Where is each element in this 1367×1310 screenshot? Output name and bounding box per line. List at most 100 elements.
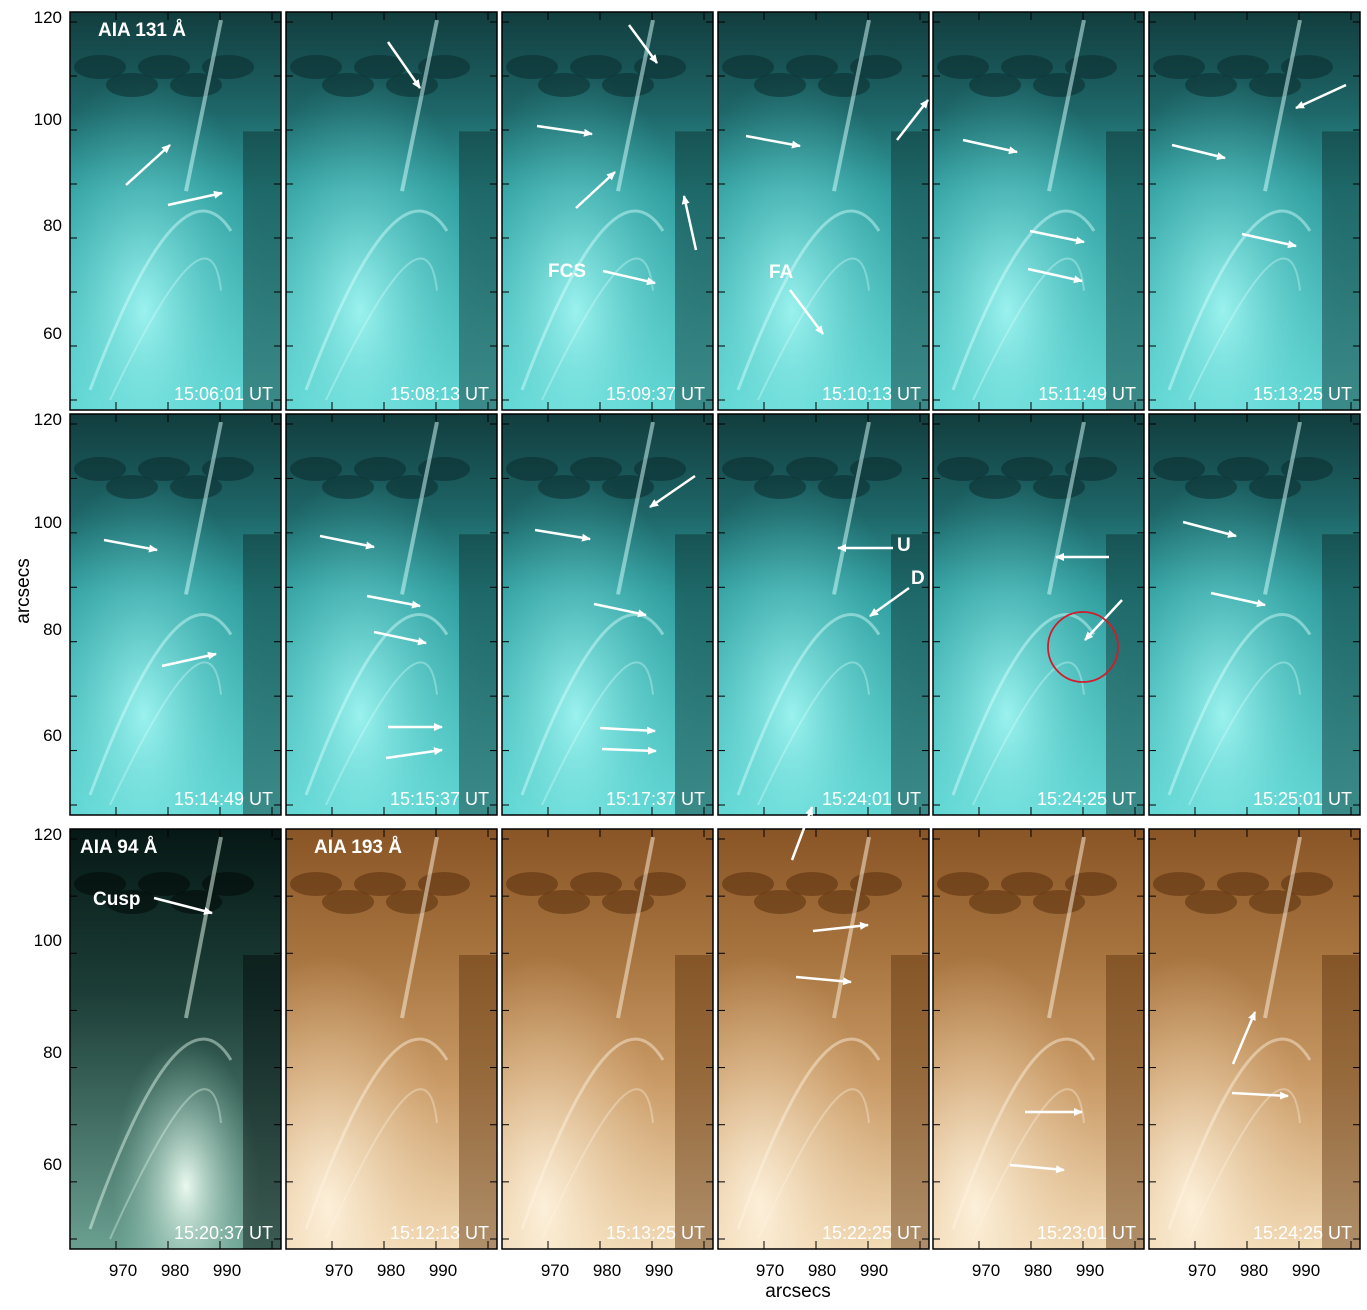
xtick-label: 970	[755, 1261, 785, 1280]
image-panel: 15:15:37 UT	[285, 413, 498, 816]
annotation-arrow	[789, 289, 824, 335]
annotation-arrow	[1027, 267, 1083, 284]
image-panel: 15:17:37 UT	[501, 413, 714, 816]
panel-timestamp: 15:08:13 UT	[390, 384, 489, 404]
annotation-arrow	[373, 630, 427, 646]
xtick-label: 970	[108, 1261, 138, 1280]
image-panel: 15:23:01 UT	[932, 828, 1145, 1250]
xtick-label: 970	[1187, 1261, 1217, 1280]
feature-label: D	[911, 568, 925, 589]
ytick-label: 60	[43, 324, 62, 343]
ytick-label: 80	[43, 620, 62, 639]
panel-timestamp: 15:24:25 UT	[1253, 1223, 1352, 1243]
annotation-arrow	[745, 134, 801, 149]
image-panel: 15:20:37 UT AIA 94 Å	[69, 828, 282, 1250]
image-panel: 15:13:25 UT	[501, 828, 714, 1250]
panel-timestamp: 15:12:13 UT	[390, 1223, 489, 1243]
panel-timestamp: 15:14:49 UT	[174, 789, 273, 809]
xtick-label: 990	[859, 1261, 889, 1280]
annotation-arrow	[627, 24, 659, 64]
image-panel: 15:25:01 UT	[1148, 413, 1361, 816]
image-panel: 15:13:25 UT	[1148, 11, 1361, 411]
annotation-arrow	[1295, 83, 1347, 110]
annotation-arrow	[161, 651, 217, 668]
image-panel: 15:06:01 UT AIA 131 Å	[69, 11, 282, 411]
annotation-arrow	[167, 190, 223, 207]
channel-label: AIA 193 Å	[314, 837, 402, 858]
xtick-label: 990	[428, 1261, 458, 1280]
annotation-arrow	[1171, 143, 1226, 160]
xtick-label: 980	[807, 1261, 837, 1280]
annotation-arrow	[790, 806, 814, 861]
ytick-label: 100	[33, 513, 62, 532]
feature-label: Cusp	[93, 889, 141, 910]
image-panel: 15:09:37 UT	[501, 11, 714, 411]
panel-timestamp: 15:13:25 UT	[606, 1223, 705, 1243]
panel-timestamp: 15:13:25 UT	[1253, 384, 1352, 404]
ytick-label: 80	[43, 1043, 62, 1062]
annotation-arrow	[366, 594, 421, 609]
panel-timestamp: 15:24:25 UT	[1037, 789, 1136, 809]
image-panel: 15:22:25 UT	[717, 828, 930, 1250]
panel-timestamp: 15:09:37 UT	[606, 384, 705, 404]
annotation-arrow	[575, 171, 616, 209]
annotation-arrow	[534, 528, 591, 542]
image-panel: 15:10:13 UT	[717, 11, 930, 411]
annotation-arrow	[1009, 1163, 1065, 1174]
image-panel: 15:24:25 UT	[932, 413, 1145, 816]
ytick-label: 60	[43, 726, 62, 745]
annotation-arrow	[1241, 232, 1297, 249]
xtick-label: 980	[376, 1261, 406, 1280]
annotation-arrow	[125, 144, 171, 186]
image-panel: 15:12:13 UT AIA 193 Å	[285, 828, 498, 1250]
annotation-arrow	[602, 269, 656, 286]
xtick-label: 990	[644, 1261, 674, 1280]
xtick-label: 980	[592, 1261, 622, 1280]
annotation-arrow	[896, 99, 929, 141]
xtick-label: 970	[540, 1261, 570, 1280]
xtick-label: 970	[971, 1261, 1001, 1280]
annotation-arrow	[812, 921, 869, 933]
panel-timestamp: 15:06:01 UT	[174, 384, 273, 404]
panel-timestamp: 15:24:01 UT	[822, 789, 921, 809]
image-panel: 15:14:49 UT	[69, 413, 282, 816]
channel-label: AIA 131 Å	[98, 20, 186, 41]
annotation-arrow	[1029, 229, 1085, 245]
annotation-arrow	[103, 538, 158, 553]
annotation-arrow	[536, 124, 593, 137]
annotation-arrow	[962, 138, 1018, 155]
panel-timestamp: 15:25:01 UT	[1253, 789, 1352, 809]
panel-timestamp: 15:20:37 UT	[174, 1223, 273, 1243]
annotation-arrow	[681, 195, 698, 251]
feature-label: U	[897, 535, 911, 556]
panel-timestamp: 15:10:13 UT	[822, 384, 921, 404]
xtick-label: 980	[1023, 1261, 1053, 1280]
annotation-arrow	[1231, 1091, 1289, 1100]
annotation-arrow	[795, 975, 852, 986]
annotation-arrow	[319, 534, 375, 550]
channel-label: AIA 94 Å	[80, 837, 158, 858]
panel-timestamp: 15:22:25 UT	[822, 1223, 921, 1243]
xtick-label: 990	[1075, 1261, 1105, 1280]
feature-label: FCS	[548, 261, 586, 282]
annotation-arrow	[1210, 591, 1266, 608]
image-panel: 15:08:13 UT	[285, 11, 498, 411]
annotation-arrow	[1084, 599, 1123, 641]
xtick-label: 990	[212, 1261, 242, 1280]
annotation-arrow	[601, 746, 657, 755]
feature-label: FA	[769, 262, 794, 283]
ytick-label: 60	[43, 1155, 62, 1174]
red-circle-marker	[1047, 611, 1119, 683]
xtick-label: 980	[1239, 1261, 1269, 1280]
annotation-arrow	[593, 602, 647, 618]
xtick-label: 990	[1291, 1261, 1321, 1280]
image-panel: 15:24:25 UT	[1148, 828, 1361, 1250]
annotation-arrow	[385, 747, 443, 760]
xtick-label: 970	[324, 1261, 354, 1280]
image-panel: 15:11:49 UT	[932, 11, 1145, 411]
annotation-arrow	[649, 474, 696, 509]
panel-timestamp: 15:17:37 UT	[606, 789, 705, 809]
annotation-arrow	[1231, 1011, 1257, 1065]
